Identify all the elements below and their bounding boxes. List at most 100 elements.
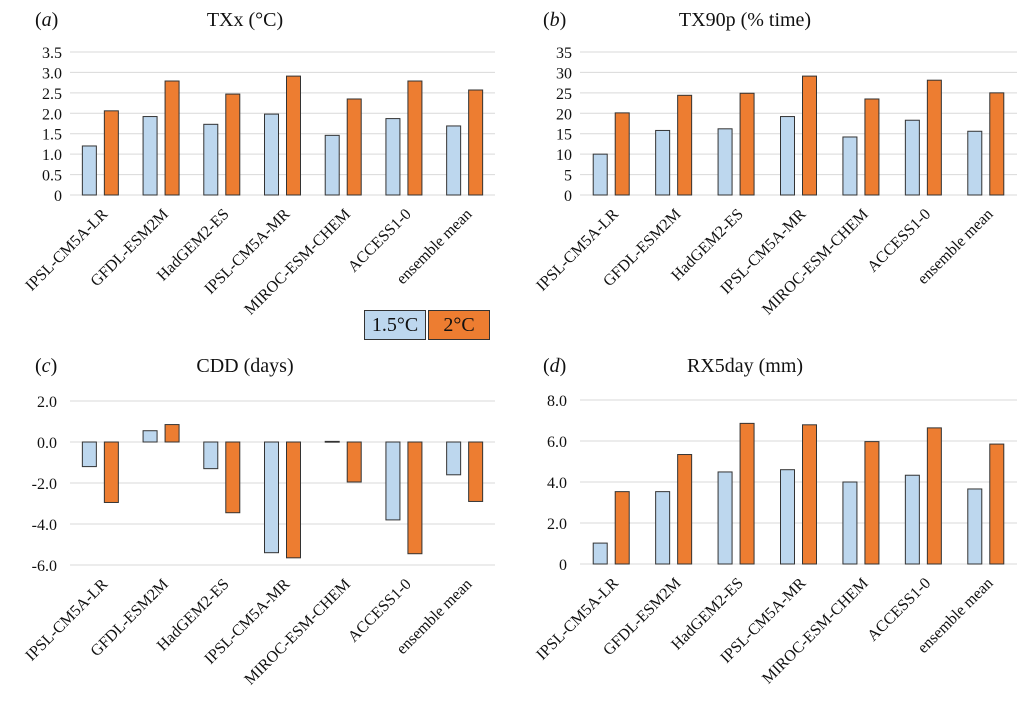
chart-title: CDD (days) [196,355,293,377]
bar-1-5c [655,491,671,565]
chart-panel-d: RX5day (mm)(d)02.04.06.08.0IPSL-CM5A-LRG… [533,355,1017,687]
bar-2c [802,424,817,565]
bar-2c [926,427,942,565]
y-tick-label: 0 [564,188,572,205]
x-tick-label: ACCESS1-0 [864,575,934,645]
panel-label: (a) [35,9,58,31]
y-tick-label: 2.0 [42,106,62,123]
bar-1-5c [842,136,858,196]
chart-panel-c: CDD (days)(c)2.00.0-2.0-4.0-6.0IPSL-CM5A… [22,355,495,688]
bar-2c [346,98,362,196]
panel-label: (c) [35,355,57,377]
y-tick-label: 3.0 [42,65,62,82]
y-tick-label: 0 [559,557,567,574]
bar-2c [407,80,423,196]
bar-1-5c [904,119,920,196]
bar-2c [739,422,755,565]
bar-1-5c [142,116,158,196]
bar-1-5c [385,118,401,196]
bar-1-5c [142,430,158,443]
bar-2c [989,92,1005,196]
bar-2c [739,92,755,196]
bar-1-5c [592,153,608,196]
bar-1-5c [717,128,733,196]
y-tick-label: 15 [556,127,572,144]
x-tick-label: MIROC-ESM-CHEM [241,206,354,319]
x-tick-label: MIROC-ESM-CHEM [759,575,872,688]
y-tick-label: 0 [54,188,62,205]
bar-1-5c [717,471,733,565]
y-tick-label: 0.5 [42,168,62,185]
chart-title: TXx (°C) [207,9,283,31]
y-tick-label: 1.5 [42,127,62,144]
bar-1-5c [967,130,983,196]
bar-2c [468,441,484,502]
bar-2c [468,89,484,196]
y-tick-label: 2.0 [547,516,567,533]
bar-1-5c [655,129,671,196]
y-tick-label: 35 [556,45,572,62]
bar-1-5c [967,488,983,565]
bar-2c [164,80,180,196]
chart-panel-a: TXx (°C)(a)00.51.01.52.02.53.03.5IPSL-CM… [22,9,495,318]
bar-1-5c [446,125,462,196]
bar-2c [614,112,630,196]
bar-2c [103,110,119,196]
y-tick-label: 25 [556,86,572,103]
bar-2c [407,441,423,555]
y-tick-label: 10 [556,147,572,164]
bar-2c [103,441,119,503]
y-tick-label: 2.5 [42,86,62,103]
x-tick-label: MIROC-ESM-CHEM [241,576,354,689]
y-tick-label: 8.0 [547,393,567,410]
bar-2c [225,441,241,514]
y-tick-label: -4.0 [32,517,57,534]
panel-label: (d) [543,355,566,377]
y-tick-label: 3.5 [42,45,62,62]
bar-2c [346,441,362,483]
bar-2c [926,79,942,196]
bar-1-5c [324,134,340,196]
bar-1-5c [780,469,795,565]
bar-1-5c [446,441,462,476]
y-tick-label: -6.0 [32,558,57,575]
bar-1-5c [385,441,401,521]
y-tick-label: 20 [556,106,572,123]
legend-item-2c: 2°C [428,310,490,340]
bar-2c [864,441,880,565]
y-tick-label: 6.0 [547,434,567,451]
y-tick-label: 0.0 [37,435,57,452]
bar-1-5c [780,116,795,196]
y-tick-label: 4.0 [547,475,567,492]
bar-1-5c [203,123,219,196]
legend-item-1-5c: 1.5°C [364,310,426,340]
bar-2c [164,424,180,443]
bar-1-5c [842,481,858,565]
chart-title: TX90p (% time) [679,9,811,31]
bar-2c [286,75,301,196]
y-tick-label: 5 [564,168,572,185]
bar-2c [864,98,880,196]
bar-1-5c [324,440,340,443]
bar-1-5c [264,441,279,554]
y-tick-label: 2.0 [37,394,57,411]
y-tick-label: 1.0 [42,147,62,164]
bar-2c [677,94,693,196]
bar-1-5c [264,113,279,196]
bar-1-5c [81,145,97,196]
bar-1-5c [203,441,219,470]
panel-label: (b) [543,9,566,31]
bar-1-5c [81,441,97,468]
x-tick-label: MIROC-ESM-CHEM [759,206,872,319]
chart-title: RX5day (mm) [687,355,803,377]
y-tick-label: 30 [556,65,572,82]
legend: 1.5°C 2°C [364,310,490,342]
y-tick-label: -2.0 [32,476,57,493]
bar-2c [677,454,693,565]
chart-panel-b: TX90p (% time)(b)05101520253035IPSL-CM5A… [533,9,1017,318]
bar-2c [989,443,1005,565]
bar-1-5c [592,542,608,565]
bar-2c [802,75,817,196]
bar-2c [225,93,241,196]
